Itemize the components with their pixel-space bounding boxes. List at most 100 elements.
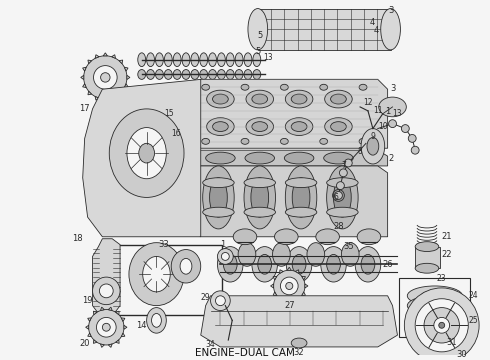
Polygon shape	[116, 340, 119, 343]
Ellipse shape	[334, 178, 351, 217]
Ellipse shape	[286, 247, 312, 282]
Ellipse shape	[337, 182, 344, 190]
Polygon shape	[302, 292, 305, 296]
Polygon shape	[103, 99, 107, 102]
Ellipse shape	[320, 84, 328, 90]
Polygon shape	[94, 311, 97, 315]
Ellipse shape	[246, 118, 273, 135]
Ellipse shape	[335, 192, 343, 199]
Polygon shape	[119, 60, 122, 64]
Ellipse shape	[415, 263, 439, 273]
Ellipse shape	[180, 258, 192, 274]
Text: 27: 27	[284, 301, 294, 310]
Polygon shape	[295, 270, 299, 274]
Ellipse shape	[235, 53, 243, 67]
Text: 10: 10	[378, 122, 388, 131]
Ellipse shape	[408, 135, 416, 142]
Text: 30: 30	[456, 350, 466, 359]
Ellipse shape	[202, 84, 210, 90]
Polygon shape	[201, 296, 397, 347]
Text: 4: 4	[369, 18, 374, 27]
Polygon shape	[122, 318, 125, 321]
Ellipse shape	[381, 9, 400, 50]
Ellipse shape	[320, 138, 328, 144]
Polygon shape	[116, 311, 119, 315]
Polygon shape	[273, 276, 277, 280]
Ellipse shape	[102, 323, 110, 331]
Ellipse shape	[361, 255, 375, 274]
Text: 14: 14	[137, 321, 147, 330]
Ellipse shape	[226, 69, 234, 80]
Text: 8: 8	[358, 147, 363, 156]
Ellipse shape	[226, 53, 234, 67]
Ellipse shape	[439, 322, 445, 328]
Ellipse shape	[151, 314, 161, 327]
Ellipse shape	[285, 90, 313, 108]
Ellipse shape	[246, 90, 273, 108]
Ellipse shape	[285, 178, 317, 188]
Ellipse shape	[284, 152, 314, 164]
Polygon shape	[295, 298, 299, 302]
Ellipse shape	[292, 255, 306, 274]
Ellipse shape	[407, 306, 463, 325]
Ellipse shape	[426, 333, 444, 347]
Ellipse shape	[173, 69, 181, 80]
Ellipse shape	[327, 178, 358, 188]
Text: 33: 33	[158, 240, 169, 249]
Ellipse shape	[203, 178, 234, 188]
Text: 1: 1	[385, 107, 390, 116]
Polygon shape	[100, 344, 104, 347]
Text: 23: 23	[437, 274, 446, 283]
Text: 3: 3	[390, 84, 395, 93]
Ellipse shape	[415, 242, 439, 252]
Ellipse shape	[280, 277, 298, 295]
Ellipse shape	[389, 120, 396, 127]
Ellipse shape	[223, 255, 237, 274]
Text: 19: 19	[82, 296, 93, 305]
Ellipse shape	[245, 152, 274, 164]
Ellipse shape	[272, 243, 290, 266]
Polygon shape	[108, 344, 112, 347]
Polygon shape	[93, 239, 120, 318]
Ellipse shape	[424, 307, 460, 343]
Ellipse shape	[342, 243, 359, 266]
Ellipse shape	[285, 166, 317, 229]
Polygon shape	[302, 276, 305, 280]
Text: 3: 3	[388, 6, 393, 15]
Text: 31: 31	[446, 338, 457, 347]
Ellipse shape	[253, 69, 261, 80]
Text: 20: 20	[79, 338, 90, 347]
Ellipse shape	[213, 94, 228, 104]
Ellipse shape	[202, 138, 210, 144]
Ellipse shape	[100, 73, 110, 82]
Ellipse shape	[218, 69, 225, 80]
Ellipse shape	[203, 207, 234, 217]
Text: ENGINE–DUAL CAM: ENGINE–DUAL CAM	[195, 348, 295, 358]
Ellipse shape	[291, 94, 307, 104]
Text: 1: 1	[220, 240, 225, 249]
Ellipse shape	[407, 286, 463, 306]
Ellipse shape	[155, 69, 163, 80]
Ellipse shape	[361, 129, 385, 164]
Ellipse shape	[147, 69, 154, 80]
Ellipse shape	[171, 249, 201, 283]
Bar	[114, 245, 222, 315]
Ellipse shape	[431, 337, 439, 343]
Ellipse shape	[324, 152, 353, 164]
Text: 29: 29	[201, 293, 211, 302]
Ellipse shape	[401, 125, 409, 132]
Ellipse shape	[244, 178, 275, 188]
Ellipse shape	[155, 53, 163, 67]
Ellipse shape	[404, 288, 479, 360]
Ellipse shape	[273, 270, 305, 302]
Ellipse shape	[209, 69, 217, 80]
Ellipse shape	[138, 69, 146, 80]
Ellipse shape	[241, 84, 249, 90]
Polygon shape	[124, 325, 127, 329]
Ellipse shape	[218, 247, 243, 282]
Ellipse shape	[359, 138, 367, 144]
Polygon shape	[108, 307, 112, 311]
Ellipse shape	[327, 166, 358, 229]
Polygon shape	[191, 166, 388, 237]
Polygon shape	[119, 91, 122, 95]
